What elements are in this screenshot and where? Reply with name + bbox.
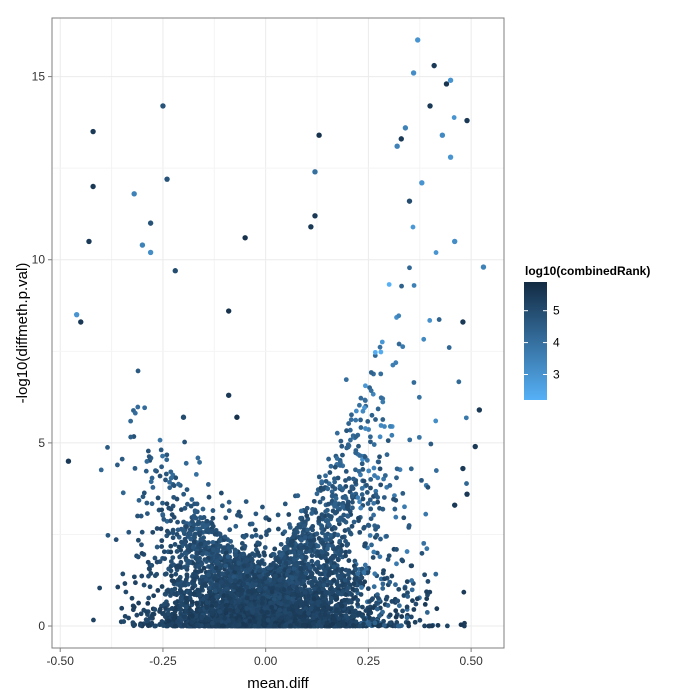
data-point (65, 458, 72, 464)
data-point (460, 465, 466, 472)
data-point (460, 319, 466, 325)
data-point (427, 103, 433, 109)
y-tick-label: 0 (38, 619, 45, 633)
data-point (480, 264, 487, 270)
y-axis: 0 5 10 15 (32, 70, 52, 633)
data-point (398, 136, 404, 142)
data-point (451, 238, 458, 245)
data-point (73, 311, 80, 318)
x-tick-label: 0.00 (254, 654, 278, 668)
data-point (86, 238, 92, 245)
legend-title: log10(combinedRank) (525, 264, 650, 278)
x-tick-label: -0.50 (47, 654, 75, 668)
data-point (139, 242, 146, 248)
y-tick-label: 10 (32, 253, 46, 267)
data-point (431, 62, 437, 69)
y-axis-title: -log10(diffmeth.p.val) (14, 263, 31, 404)
data-point (464, 117, 470, 124)
data-point (451, 502, 458, 508)
data-point (131, 191, 137, 197)
data-point (164, 176, 170, 182)
data-point (172, 268, 178, 274)
legend-colorbar (524, 282, 547, 400)
data-point (447, 154, 454, 160)
legend-breaks: 3 4 5 (524, 304, 560, 381)
data-point (476, 407, 483, 413)
data-point (419, 180, 425, 186)
data-point (316, 132, 322, 138)
data-point (90, 183, 96, 190)
data-point (242, 235, 248, 241)
data-point (180, 414, 187, 420)
x-tick-label: -0.25 (149, 654, 177, 668)
data-point (312, 213, 318, 219)
plot-panel-border (51, 17, 505, 649)
y-tick-label: 15 (32, 70, 46, 84)
x-axis: -0.50 -0.25 0.00 0.25 0.50 (47, 648, 483, 668)
data-point (147, 220, 154, 226)
data-point (160, 103, 166, 109)
data-point (225, 392, 232, 398)
point-cloud (91, 115, 469, 629)
x-tick-label: 0.25 (357, 654, 381, 668)
data-point (147, 249, 154, 256)
plot-panel-background (52, 18, 504, 648)
data-point (464, 491, 470, 497)
data-point (394, 143, 400, 149)
color-legend: log10(combinedRank) 3 4 5 (524, 264, 650, 400)
y-tick-label: 5 (38, 436, 45, 450)
data-point (406, 198, 413, 204)
data-point (402, 125, 409, 131)
x-axis-title: mean.diff (247, 675, 309, 692)
data-point (308, 224, 314, 230)
legend-break-label: 3 (553, 367, 560, 381)
x-tick-label: 0.50 (459, 654, 483, 668)
data-points (65, 37, 487, 508)
data-point (234, 414, 240, 420)
data-point (447, 77, 454, 83)
legend-break-label: 5 (553, 304, 560, 318)
data-point (410, 70, 417, 76)
data-point (443, 81, 450, 87)
data-point (415, 37, 421, 43)
data-point (90, 128, 96, 135)
data-point (439, 132, 446, 138)
data-point (312, 169, 318, 175)
data-point (225, 308, 232, 314)
legend-break-label: 4 (553, 336, 560, 350)
data-point (78, 319, 84, 325)
data-point (472, 443, 478, 450)
